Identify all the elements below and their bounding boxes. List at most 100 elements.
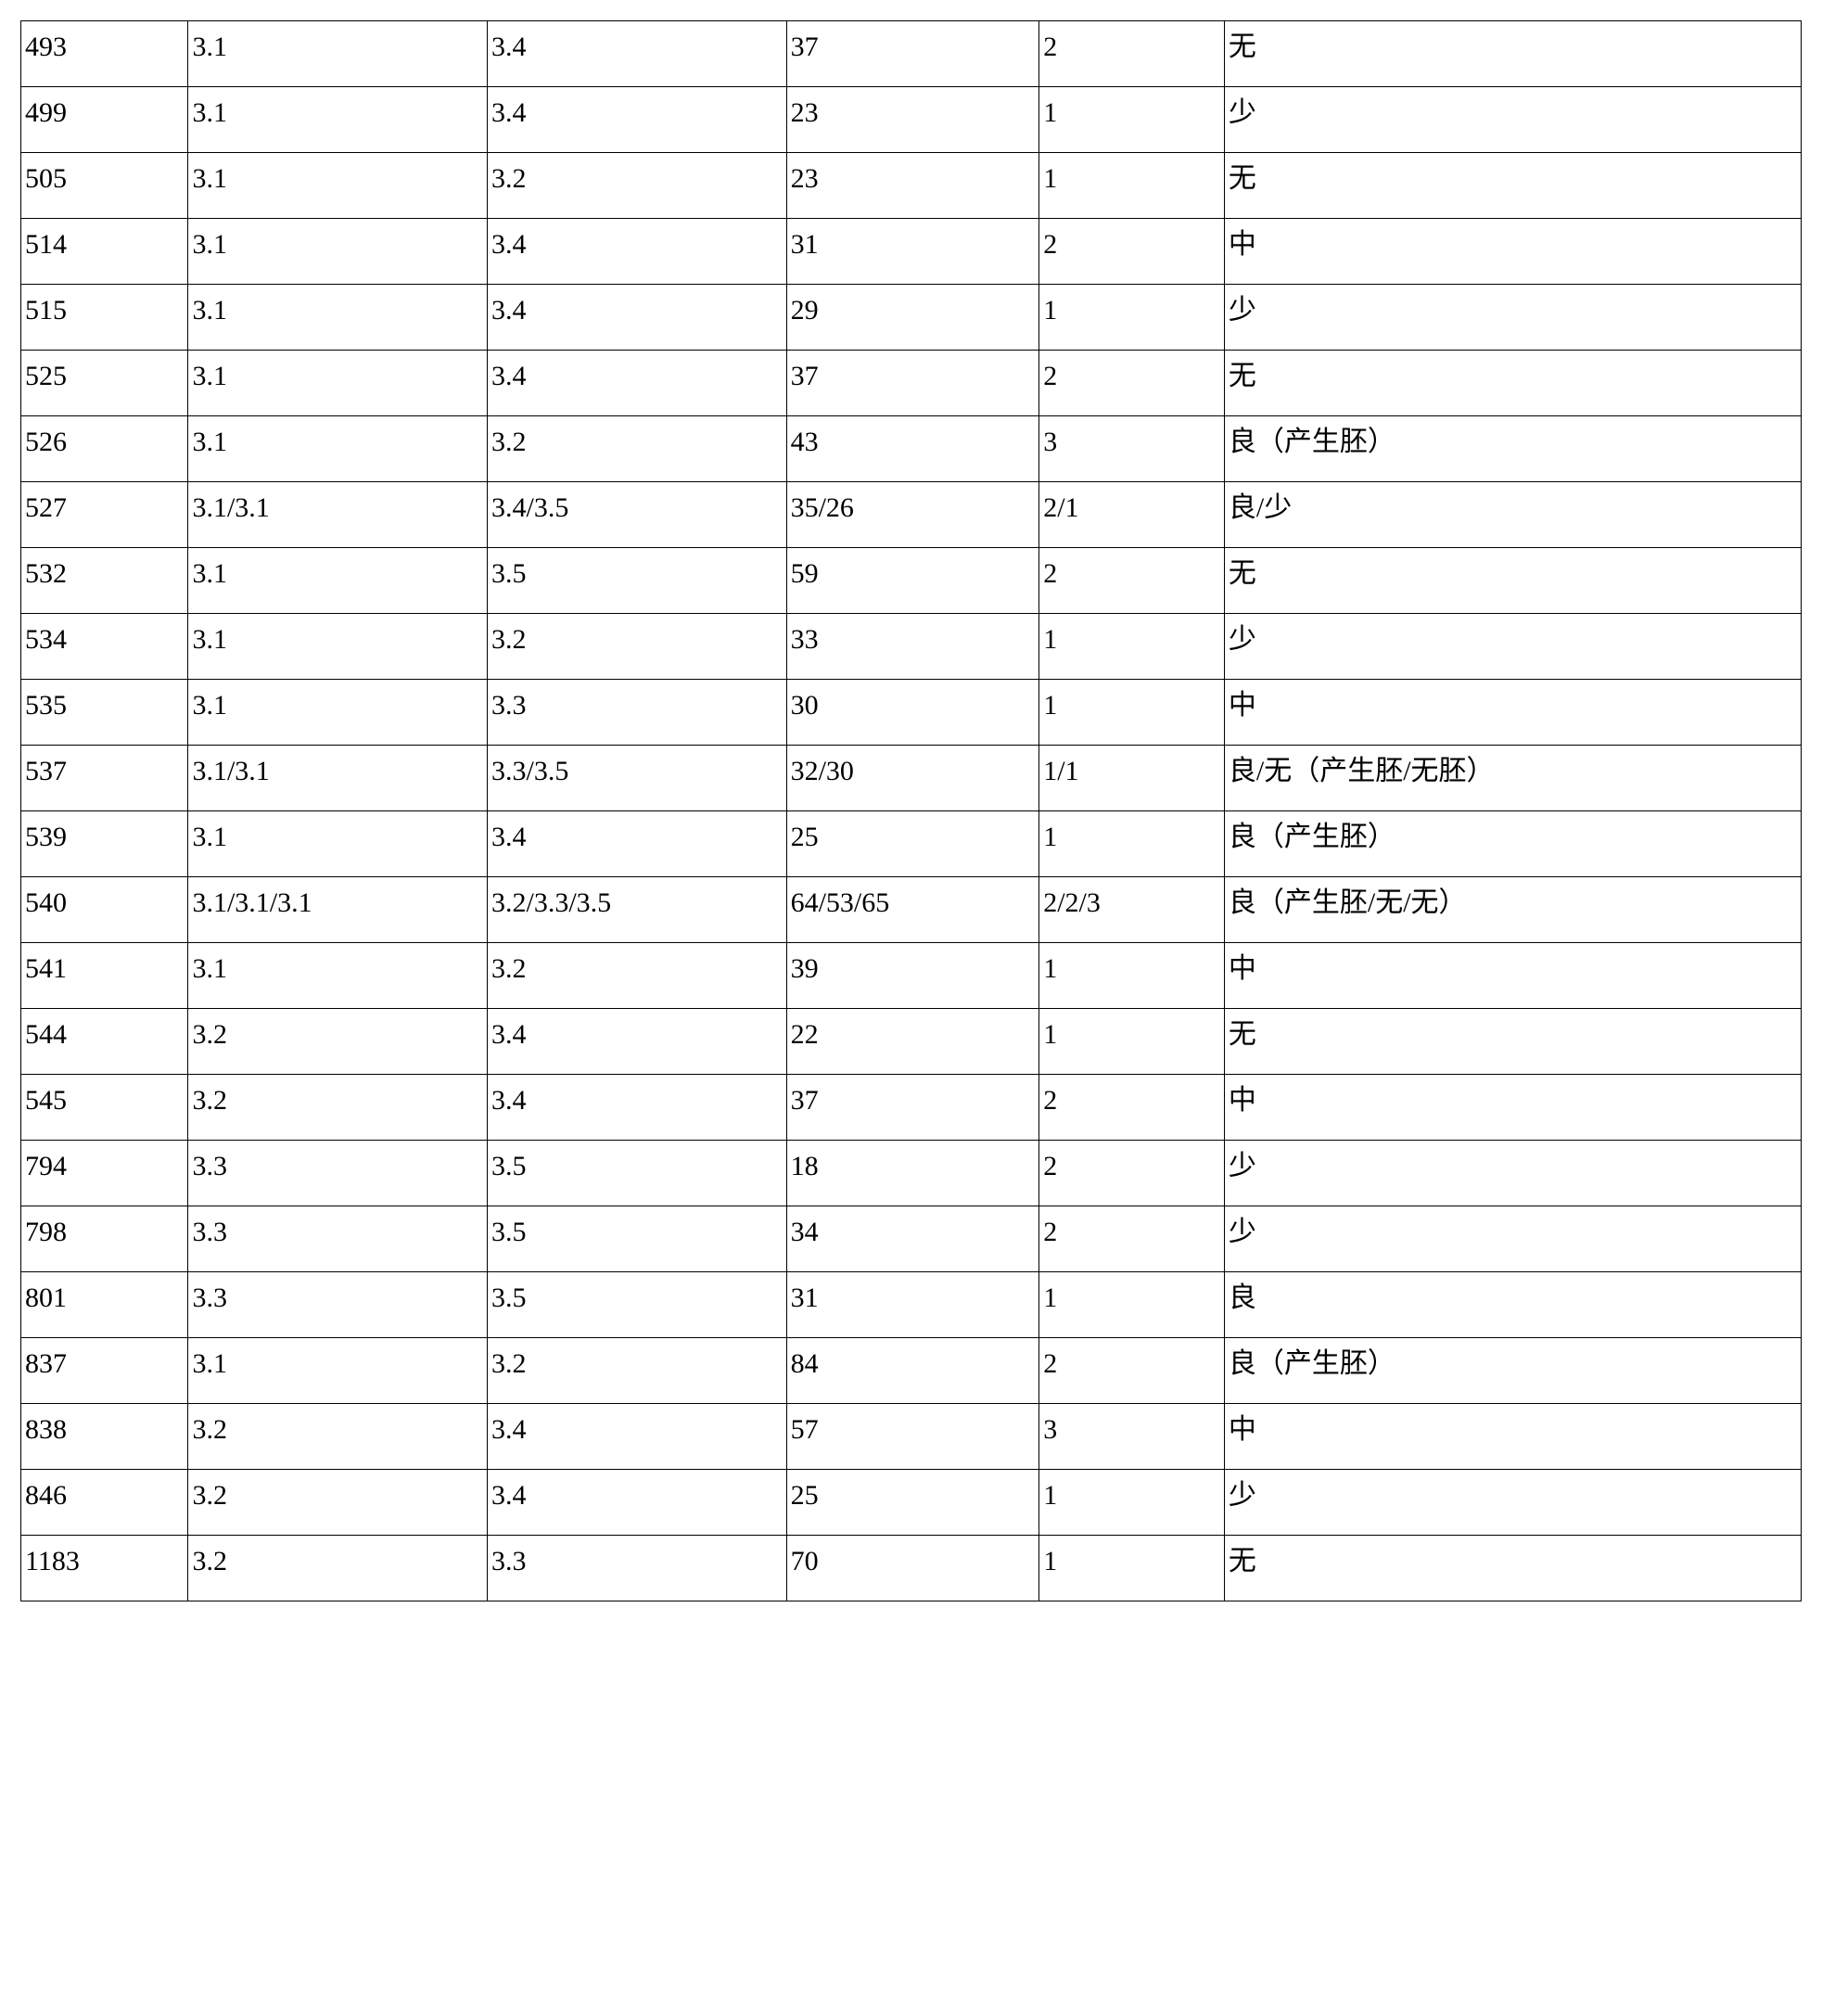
table-cell: 2: [1039, 1206, 1225, 1272]
table-cell: 3.4: [488, 21, 787, 87]
table-body: 4933.13.4372无4993.13.4231少5053.13.2231无5…: [21, 21, 1802, 1601]
table-cell: 3.2: [488, 416, 787, 482]
table-cell: 3.2: [188, 1009, 488, 1075]
table-cell: 1: [1039, 87, 1225, 153]
table-cell: 499: [21, 87, 188, 153]
table-cell: 3.2: [488, 614, 787, 680]
table-cell: 540: [21, 877, 188, 943]
table-cell: 33: [786, 614, 1039, 680]
table-cell: 3.4: [488, 1470, 787, 1536]
table-row: 5273.1/3.13.4/3.535/262/1良/少: [21, 482, 1802, 548]
table-cell: 1: [1039, 943, 1225, 1009]
table-cell: 3.3/3.5: [488, 746, 787, 811]
table-cell: 514: [21, 219, 188, 285]
table-cell: 64/53/65: [786, 877, 1039, 943]
table-cell: 70: [786, 1536, 1039, 1601]
table-cell: 良（产生胚）: [1224, 811, 1801, 877]
table-cell: 3.4: [488, 1009, 787, 1075]
table-cell: 3.2: [488, 1338, 787, 1404]
table-cell: 493: [21, 21, 188, 87]
table-row: 5393.13.4251良（产生胚）: [21, 811, 1802, 877]
table-cell: 3: [1039, 416, 1225, 482]
table-cell: 3.2: [488, 153, 787, 219]
table-cell: 3.2: [488, 943, 787, 1009]
table-cell: 2: [1039, 351, 1225, 416]
table-cell: 837: [21, 1338, 188, 1404]
table-row: 5453.23.4372中: [21, 1075, 1802, 1141]
table-cell: 794: [21, 1141, 188, 1206]
table-cell: 中: [1224, 680, 1801, 746]
table-cell: 3.5: [488, 1272, 787, 1338]
table-cell: 3.5: [488, 1206, 787, 1272]
table-cell: 3.4: [488, 351, 787, 416]
table-cell: 25: [786, 811, 1039, 877]
table-cell: 544: [21, 1009, 188, 1075]
table-cell: 3.1: [188, 21, 488, 87]
table-cell: 3.1: [188, 943, 488, 1009]
table-cell: 3.1: [188, 680, 488, 746]
table-cell: 30: [786, 680, 1039, 746]
table-row: 7983.33.5342少: [21, 1206, 1802, 1272]
table-cell: 23: [786, 87, 1039, 153]
table-cell: 3.1: [188, 1338, 488, 1404]
table-cell: 3.1/3.1: [188, 746, 488, 811]
table-cell: 良（产生胚）: [1224, 416, 1801, 482]
table-cell: 1: [1039, 1470, 1225, 1536]
table-cell: 23: [786, 153, 1039, 219]
table-cell: 18: [786, 1141, 1039, 1206]
table-cell: 801: [21, 1272, 188, 1338]
table-cell: 535: [21, 680, 188, 746]
table-cell: 35/26: [786, 482, 1039, 548]
table-cell: 3.1: [188, 811, 488, 877]
table-cell: 2: [1039, 548, 1225, 614]
table-row: 5403.1/3.1/3.13.2/3.3/3.564/53/652/2/3良（…: [21, 877, 1802, 943]
table-cell: 3.3: [188, 1141, 488, 1206]
table-cell: 3.2: [188, 1536, 488, 1601]
table-cell: 3.5: [488, 1141, 787, 1206]
table-cell: 3.1/3.1/3.1: [188, 877, 488, 943]
table-cell: 22: [786, 1009, 1039, 1075]
data-table: 4933.13.4372无4993.13.4231少5053.13.2231无5…: [20, 20, 1802, 1601]
table-cell: 532: [21, 548, 188, 614]
table-cell: 良: [1224, 1272, 1801, 1338]
table-cell: 无: [1224, 1536, 1801, 1601]
table-cell: 39: [786, 943, 1039, 1009]
table-cell: 良/少: [1224, 482, 1801, 548]
table-cell: 1: [1039, 285, 1225, 351]
table-cell: 少: [1224, 1206, 1801, 1272]
table-cell: 少: [1224, 1470, 1801, 1536]
table-cell: 1: [1039, 614, 1225, 680]
table-cell: 1: [1039, 153, 1225, 219]
table-cell: 3.4: [488, 1075, 787, 1141]
table-cell: 57: [786, 1404, 1039, 1470]
table-cell: 3.3: [188, 1272, 488, 1338]
table-cell: 3.1: [188, 153, 488, 219]
table-cell: 527: [21, 482, 188, 548]
table-cell: 37: [786, 1075, 1039, 1141]
table-cell: 526: [21, 416, 188, 482]
table-cell: 43: [786, 416, 1039, 482]
table-cell: 3.4: [488, 1404, 787, 1470]
table-cell: 37: [786, 21, 1039, 87]
table-cell: 无: [1224, 1009, 1801, 1075]
table-row: 4993.13.4231少: [21, 87, 1802, 153]
table-cell: 1: [1039, 811, 1225, 877]
table-cell: 525: [21, 351, 188, 416]
table-cell: 1: [1039, 1009, 1225, 1075]
table-cell: 1: [1039, 1536, 1225, 1601]
table-cell: 25: [786, 1470, 1039, 1536]
table-cell: 846: [21, 1470, 188, 1536]
table-cell: 31: [786, 1272, 1039, 1338]
table-row: 8013.33.5311良: [21, 1272, 1802, 1338]
table-row: 5263.13.2433良（产生胚）: [21, 416, 1802, 482]
table-cell: 中: [1224, 219, 1801, 285]
table-cell: 3.1: [188, 548, 488, 614]
table-row: 8373.13.2842良（产生胚）: [21, 1338, 1802, 1404]
table-row: 5343.13.2331少: [21, 614, 1802, 680]
table-cell: 中: [1224, 1075, 1801, 1141]
table-cell: 2: [1039, 1075, 1225, 1141]
table-cell: 2: [1039, 1141, 1225, 1206]
table-cell: 3.1: [188, 87, 488, 153]
table-cell: 3.1: [188, 416, 488, 482]
table-cell: 541: [21, 943, 188, 1009]
